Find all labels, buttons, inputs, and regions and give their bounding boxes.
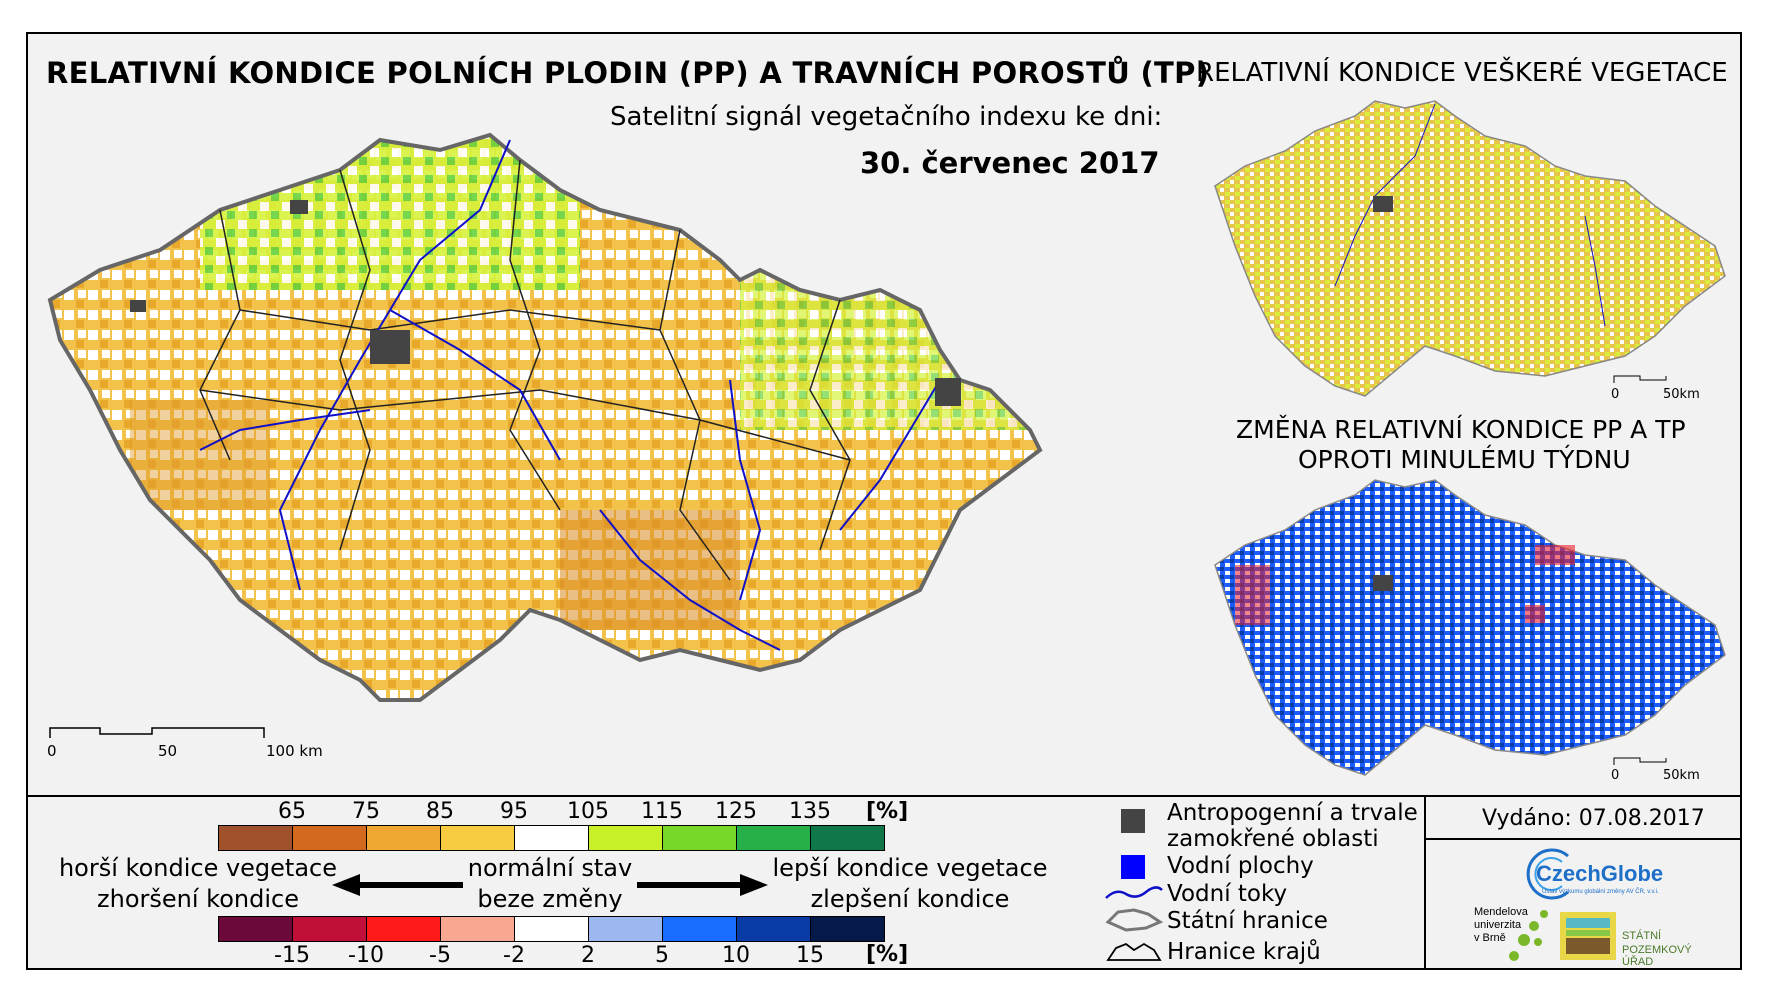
main-scale-0: 0 — [47, 742, 57, 760]
change-swatch-4 — [514, 916, 589, 942]
condition-swatch-4 — [514, 825, 589, 851]
region-border-symbol — [1106, 942, 1162, 961]
small-top-scale-50: 50km — [1663, 387, 1700, 402]
condition-swatch-1 — [292, 825, 367, 851]
spu-line2: POZEMKOVÝ ÚŘAD — [1622, 944, 1692, 968]
change-tick-5: 5 — [655, 943, 669, 968]
czechglobe-name: CzechGlobe — [1536, 861, 1664, 886]
condition-swatch-3 — [440, 825, 515, 851]
condition-swatch-0 — [218, 825, 293, 851]
condition-tick-5: 115 — [641, 799, 683, 824]
spu-line1: STÁTNÍ — [1622, 930, 1662, 942]
change-tick-4: 2 — [581, 943, 595, 968]
condition-tick-3: 95 — [500, 799, 528, 824]
change-swatch-3 — [440, 916, 515, 942]
region-border-label: Hranice krajů — [1167, 939, 1321, 965]
observation-date: 30. červenec 2017 — [860, 146, 1160, 180]
condition-swatch-8 — [810, 825, 885, 851]
change-swatch-1 — [292, 916, 367, 942]
czechglobe-logo: CzechGlobe Ústav výzkumu globální změny … — [1518, 844, 1708, 906]
water-body-symbol — [1121, 855, 1145, 879]
change-title-line1: ZMĚNA RELATIVNÍ KONDICE PP A TP — [1236, 415, 1686, 444]
main-title: RELATIVNÍ KONDICE POLNÍCH PLODIN (PP) A … — [46, 56, 1210, 90]
anthropogenic-label-1: Antropogenní a trvale — [1167, 800, 1418, 826]
condition-unit: [%] — [866, 799, 909, 824]
worse-arrow-icon — [332, 874, 463, 896]
change-swatch-7 — [736, 916, 811, 942]
change-tick-2: -5 — [429, 943, 451, 968]
main-condition-map — [47, 132, 1043, 702]
overall-vegetation-title: RELATIVNÍ KONDICE VEŠKERÉ VEGETACE — [1196, 58, 1728, 88]
river-label: Vodní toky — [1167, 881, 1288, 907]
condition-swatch-6 — [662, 825, 737, 851]
condition-tick-0: 65 — [278, 799, 306, 824]
small-bottom-scale-0: 0 — [1611, 768, 1620, 783]
change-tick-6: 10 — [722, 943, 750, 968]
worse-label-2: zhoršení kondice — [97, 885, 299, 913]
condition-tick-7: 135 — [789, 799, 831, 824]
small-bottom-scale-bar — [1613, 757, 1667, 765]
issued-date: Vydáno: 07.08.2017 — [1482, 806, 1705, 831]
better-arrow-icon — [637, 874, 768, 896]
change-swatch-0 — [218, 916, 293, 942]
change-tick-3: -2 — [503, 943, 525, 968]
main-scale-50: 50 — [158, 742, 178, 760]
condition-tick-1: 75 — [352, 799, 380, 824]
anthropogenic-label-2: zamokřené oblasti — [1167, 826, 1379, 852]
change-tick-0: -15 — [274, 943, 310, 968]
worse-label-1: horší kondice vegetace — [58, 854, 338, 882]
logo-divider — [1424, 838, 1742, 840]
small-top-scale-0: 0 — [1611, 387, 1620, 402]
state-border-label: Státní hranice — [1167, 908, 1328, 934]
condition-swatch-7 — [736, 825, 811, 851]
czechglobe-subtitle: Ústav výzkumu globální změny AV ČR, v.v.… — [1542, 889, 1659, 895]
change-tick-1: -10 — [348, 943, 384, 968]
change-swatch-6 — [662, 916, 737, 942]
small-top-scale-bar — [1613, 375, 1667, 383]
change-swatch-2 — [366, 916, 441, 942]
issued-divider — [1424, 795, 1426, 970]
normal-label-2: beze změny — [477, 885, 623, 913]
anthropogenic-symbol — [1121, 809, 1145, 833]
main-scale-100: 100 km — [266, 742, 323, 760]
satellite-subtitle: Satelitní signál vegetačního indexu ke d… — [610, 102, 1163, 132]
river-symbol — [1105, 886, 1163, 899]
small-bottom-scale-50: 50km — [1663, 768, 1700, 783]
change-swatch-8 — [810, 916, 885, 942]
condition-swatch-2 — [366, 825, 441, 851]
change-swatch-5 — [588, 916, 663, 942]
condition-swatch-5 — [588, 825, 663, 851]
change-unit: [%] — [866, 942, 909, 967]
condition-tick-2: 85 — [426, 799, 454, 824]
state-border-symbol — [1105, 908, 1164, 932]
better-label-2: zlepšení kondice — [810, 885, 1010, 913]
mendel-line1: Mendelova — [1474, 906, 1528, 918]
water-body-label: Vodní plochy — [1167, 853, 1314, 879]
better-label-1: lepší kondice vegetace — [772, 854, 1048, 882]
condition-tick-4: 105 — [567, 799, 609, 824]
mendel-line3: v Brně — [1474, 932, 1506, 944]
normal-label-1: normální stav — [467, 854, 633, 882]
mendel-line2: univerzita — [1474, 919, 1522, 931]
change-tick-7: 15 — [796, 943, 824, 968]
condition-tick-6: 125 — [715, 799, 757, 824]
legend-divider — [26, 795, 1742, 797]
weekly-change-map — [1214, 479, 1726, 776]
state-land-office-logo: STÁTNÍ POZEMKOVÝ ÚŘAD — [1560, 912, 1710, 968]
overall-vegetation-map — [1214, 100, 1726, 397]
mendel-university-logo: Mendelova univerzita v Brně — [1474, 906, 1564, 966]
main-scale-bar — [49, 727, 265, 738]
change-title-line2: OPROTI MINULÉMU TÝDNU — [1298, 445, 1631, 474]
